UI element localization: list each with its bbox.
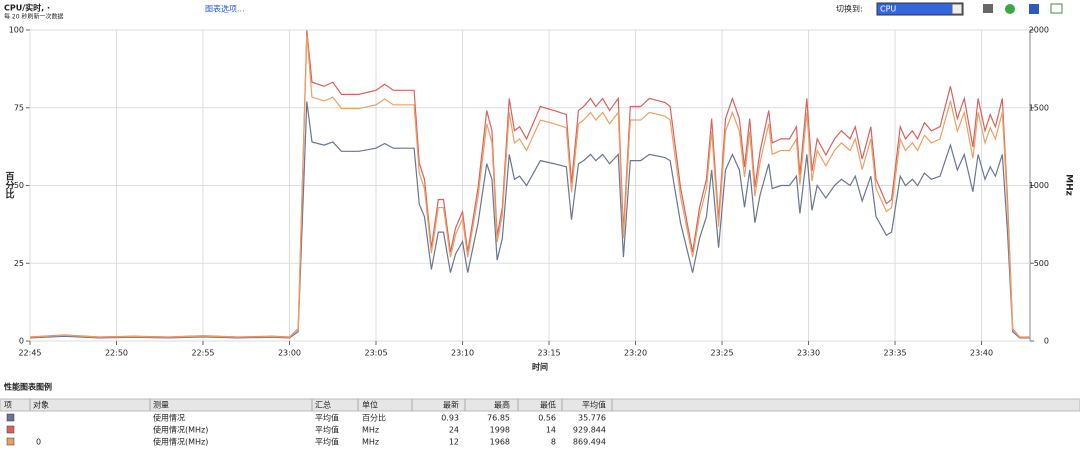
- table-cell: 平均值: [315, 425, 339, 435]
- table-cell: 0.93: [441, 414, 459, 423]
- popout-icon[interactable]: [1050, 3, 1063, 14]
- refresh-icon[interactable]: [1005, 4, 1015, 14]
- column-header: 汇总: [315, 400, 331, 410]
- x-tick-label: 22:55: [191, 349, 214, 358]
- x-tick-label: 23:15: [537, 349, 560, 358]
- table-cell: 1968: [490, 438, 510, 447]
- y2-tick-label: 0: [1044, 337, 1049, 346]
- y2-tick-label: 500: [1034, 259, 1049, 268]
- y-tick-label: 25: [14, 259, 24, 268]
- x-axis-label: 时间: [532, 362, 548, 372]
- table-cell: 76.85: [487, 414, 510, 423]
- y2-tick-label: 1500: [1029, 103, 1049, 112]
- table-header: [0, 398, 1080, 412]
- switch-select[interactable]: [876, 2, 964, 16]
- x-tick-label: 23:35: [884, 349, 907, 358]
- column-header: 最低: [540, 400, 556, 410]
- options-link[interactable]: 图表选项...: [205, 4, 245, 14]
- switch-value[interactable]: CPU: [880, 5, 896, 14]
- x-tick-label: 23:20: [624, 349, 647, 358]
- table-cell: 1998: [490, 426, 510, 435]
- legend-swatch: [6, 413, 15, 422]
- x-tick-label: 23:25: [711, 349, 734, 358]
- y2-axis-label: MHz: [1064, 174, 1074, 196]
- table-cell: 使用情况(MHz): [153, 437, 208, 447]
- column-header: 对象: [33, 400, 49, 410]
- x-tick-label: 22:50: [105, 349, 128, 358]
- column-header: 最高: [494, 400, 510, 410]
- y2-tick-label: 1000: [1029, 181, 1049, 190]
- table-cell: 929.844: [573, 426, 606, 435]
- x-tick-label: 23:30: [797, 349, 820, 358]
- column-header: 项: [4, 401, 12, 410]
- table-cell: 百分比: [362, 413, 386, 423]
- table-cell: 12: [449, 438, 459, 447]
- select-arrow[interactable]: [951, 3, 963, 15]
- table-cell: 869.494: [573, 438, 606, 447]
- legend-title: 性能图表图例: [4, 382, 52, 392]
- series-line: [29, 101, 1030, 339]
- chart-title: CPU/实时, ·: [4, 3, 50, 13]
- print-icon[interactable]: [983, 4, 993, 13]
- y-tick-label: 0: [19, 337, 24, 346]
- series-line: [29, 34, 1030, 338]
- switch-label: 切换到:: [836, 4, 863, 14]
- table-cell: 35.776: [578, 414, 606, 423]
- table-cell: 0: [36, 438, 41, 447]
- legend-swatch: [6, 437, 15, 446]
- x-tick-label: 23:40: [970, 349, 993, 358]
- column-header: 测量: [153, 401, 169, 410]
- y-axis-label: 百分比: [4, 171, 15, 199]
- table-cell: MHz: [362, 426, 379, 435]
- legend-swatch: [6, 425, 15, 434]
- y-tick-label: 100: [9, 26, 24, 35]
- x-tick-label: 23:10: [451, 349, 474, 358]
- table-cell: 0.56: [538, 414, 556, 423]
- table-cell: 8: [551, 438, 556, 447]
- table-cell: 使用情况: [153, 413, 185, 423]
- y2-tick-label: 2000: [1029, 26, 1049, 35]
- column-header: 平均值: [582, 400, 606, 410]
- y-tick-label: 75: [14, 103, 24, 112]
- table-cell: 24: [449, 426, 459, 435]
- x-tick-label: 22:45: [18, 349, 41, 358]
- table-cell: 14: [546, 426, 556, 435]
- x-tick-label: 23:05: [364, 349, 387, 358]
- column-header: 单位: [362, 400, 378, 410]
- y-tick-label: 50: [14, 181, 24, 190]
- table-cell: MHz: [362, 438, 379, 447]
- table-cell: 平均值: [315, 437, 339, 447]
- series-line: [29, 30, 1030, 338]
- column-header: 最新: [443, 400, 459, 410]
- refresh-note: 每 20 秒刷新一次数据: [4, 13, 63, 21]
- x-tick-label: 23:00: [278, 349, 301, 358]
- table-cell: 使用情况(MHz): [153, 425, 208, 435]
- save-icon[interactable]: [1029, 4, 1039, 14]
- table-cell: 平均值: [315, 413, 339, 423]
